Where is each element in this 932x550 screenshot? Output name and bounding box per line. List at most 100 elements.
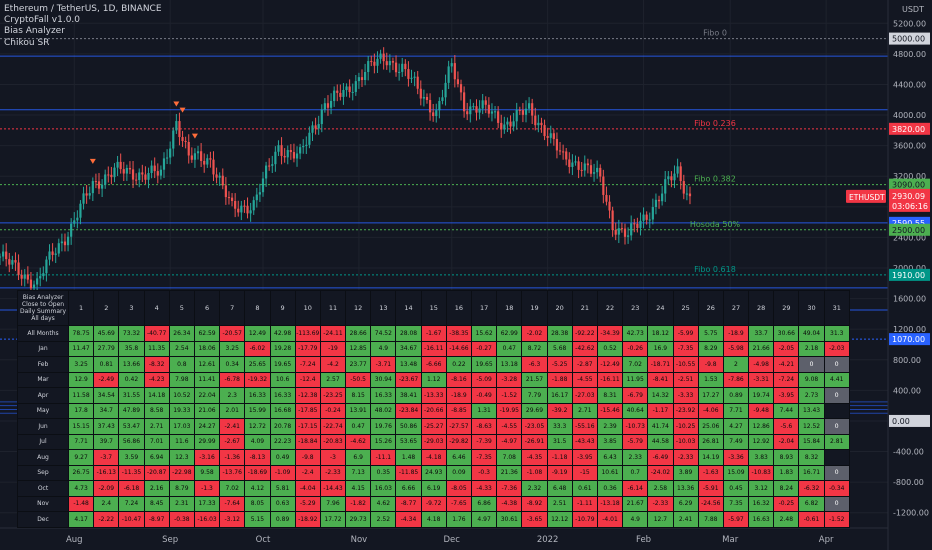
candle-body xyxy=(466,111,469,115)
bias-cell: 33.7 xyxy=(748,325,775,342)
bias-cell: -16.13 xyxy=(93,464,120,481)
sell-signal-marker xyxy=(191,133,198,139)
candle-body xyxy=(131,169,135,180)
candle-body xyxy=(670,176,673,181)
price-axis[interactable]: 5200.00 4800.00 4400.00 4000.00 3600.00 3200.… xyxy=(846,0,932,550)
candle-body xyxy=(122,169,125,174)
candle-body xyxy=(175,121,178,131)
bias-cell: 16.63 xyxy=(748,511,775,528)
bias-cell: -27.57 xyxy=(445,418,473,435)
bias-cell: 0.7 xyxy=(622,464,649,481)
bias-cell: -2.4 xyxy=(294,464,321,481)
bias-cell: -2.49 xyxy=(93,371,120,388)
symbol-tag xyxy=(846,189,886,203)
indicator-bias-analyzer[interactable]: Bias Analyzer xyxy=(4,26,65,36)
bias-row: Mar 12.9 -2.49 0.42 -4.23 7.98 11.41 -6.78 -19.3… xyxy=(17,371,850,388)
bias-cell: 0.47 xyxy=(345,418,372,435)
bias-cell: 7.98 xyxy=(168,371,195,388)
bias-cell: -3.16 xyxy=(193,449,221,466)
candle-body xyxy=(156,171,159,176)
bias-cell: 12.86 xyxy=(748,418,775,435)
bias-cell: -22.74 xyxy=(319,418,347,435)
candle-body xyxy=(385,61,388,66)
bias-cell: -3.31 xyxy=(748,371,775,388)
bias-cell: 8.29 xyxy=(697,340,724,357)
candle-body xyxy=(481,100,484,109)
bias-cell: 62.59 xyxy=(193,325,221,342)
price-label-value: 3090.00 xyxy=(892,181,925,190)
candle-body xyxy=(688,193,692,197)
candle-body xyxy=(450,63,453,67)
symbol-title[interactable]: Ethereum / TetherUS, 1D, BINANCE xyxy=(4,4,162,14)
price-label-badge xyxy=(889,333,930,346)
candle-body xyxy=(537,122,540,126)
bias-cell: -23.92 xyxy=(672,402,699,419)
bias-cell: 6.94 xyxy=(143,449,170,466)
bias-cell: -17.85 xyxy=(294,402,321,419)
day-header: 1 xyxy=(67,290,95,326)
candle-body xyxy=(682,181,685,194)
bias-cell: -0.34 xyxy=(823,480,850,497)
bias-cell: 4.9 xyxy=(622,511,649,528)
bias-cell: -17.15 xyxy=(294,418,321,435)
candle-body xyxy=(685,193,688,195)
bias-cell: 4.73 xyxy=(67,480,95,497)
candle-body xyxy=(388,61,391,66)
bias-cell: 0.61 xyxy=(571,480,598,497)
day-header: 15 xyxy=(420,290,447,326)
bias-cell: 7.01 xyxy=(143,433,170,450)
candle-body xyxy=(42,273,45,277)
candle-body xyxy=(200,151,203,161)
bias-cell: 4.9 xyxy=(370,340,397,357)
bias-cell: 2.32 xyxy=(521,480,548,497)
time-label: 2022 xyxy=(537,535,559,545)
candle-body xyxy=(651,207,654,220)
bias-cell: -2.03 xyxy=(823,340,850,357)
candle-body xyxy=(354,81,357,92)
candle-body xyxy=(503,124,506,130)
bias-cell: 19.76 xyxy=(370,418,397,435)
indicator-cryptofall[interactable]: CryptoFall v1.0.0 xyxy=(4,15,81,25)
candle-body xyxy=(286,150,289,158)
bias-cell: 2.52 xyxy=(370,511,397,528)
candle-body xyxy=(17,262,20,275)
bias-cell: 11.58 xyxy=(67,387,95,404)
bias-cell: -2.33 xyxy=(319,464,347,481)
bias-cell: -1.82 xyxy=(345,495,372,512)
bias-cell: 16.33 xyxy=(370,387,397,404)
candle-body xyxy=(648,219,651,221)
bias-cell: -8.63 xyxy=(470,418,498,435)
candle-body xyxy=(623,228,627,237)
candle-body xyxy=(203,160,206,165)
candle-body xyxy=(475,106,478,113)
bias-cell: -23.67 xyxy=(395,371,422,388)
price-tick-label: -800.00 xyxy=(893,478,924,487)
bias-cell: -0.49 xyxy=(470,387,498,404)
candle-body xyxy=(432,112,435,117)
candle-body xyxy=(571,162,574,167)
candle-body xyxy=(367,61,370,73)
day-header: 23 xyxy=(622,290,649,326)
bias-cell: -20.57 xyxy=(219,325,246,342)
bias-cell: -3.7 xyxy=(93,449,120,466)
bias-cell: 15.62 xyxy=(470,325,498,342)
bias-cell: -34.39 xyxy=(596,325,624,342)
bias-cell: 6.46 xyxy=(445,449,473,466)
bias-row: Feb 3.25 0.81 13.66 -8.32 0.8 12.61 0.34 25.65 19… xyxy=(17,356,850,373)
bias-cell: -7.39 xyxy=(470,433,498,450)
indicator-chikou-sr[interactable]: Chikou SR xyxy=(4,38,50,48)
candle-body xyxy=(63,241,67,246)
bias-cell: 10.6 xyxy=(269,371,296,388)
bias-cell: 6.9 xyxy=(345,449,372,466)
bias-cell: 12.9 xyxy=(67,371,95,388)
bias-row: May 17.8 34.7 47.89 8.58 19.33 21.06 2.01 15.99 1… xyxy=(17,402,850,419)
candle-body xyxy=(410,77,413,79)
candle-body xyxy=(20,274,23,279)
price-tick-label: 4000.00 xyxy=(893,111,926,120)
candle-body xyxy=(555,138,559,151)
candle-body xyxy=(218,175,221,178)
bias-cell: 0.36 xyxy=(596,480,624,497)
bias-cell: -8.85 xyxy=(445,402,473,419)
bias-cell: 3.25 xyxy=(219,340,246,357)
time-axis[interactable]: Aug Sep Oct Nov Dec 2022 Feb Mar Apr xyxy=(0,527,888,545)
